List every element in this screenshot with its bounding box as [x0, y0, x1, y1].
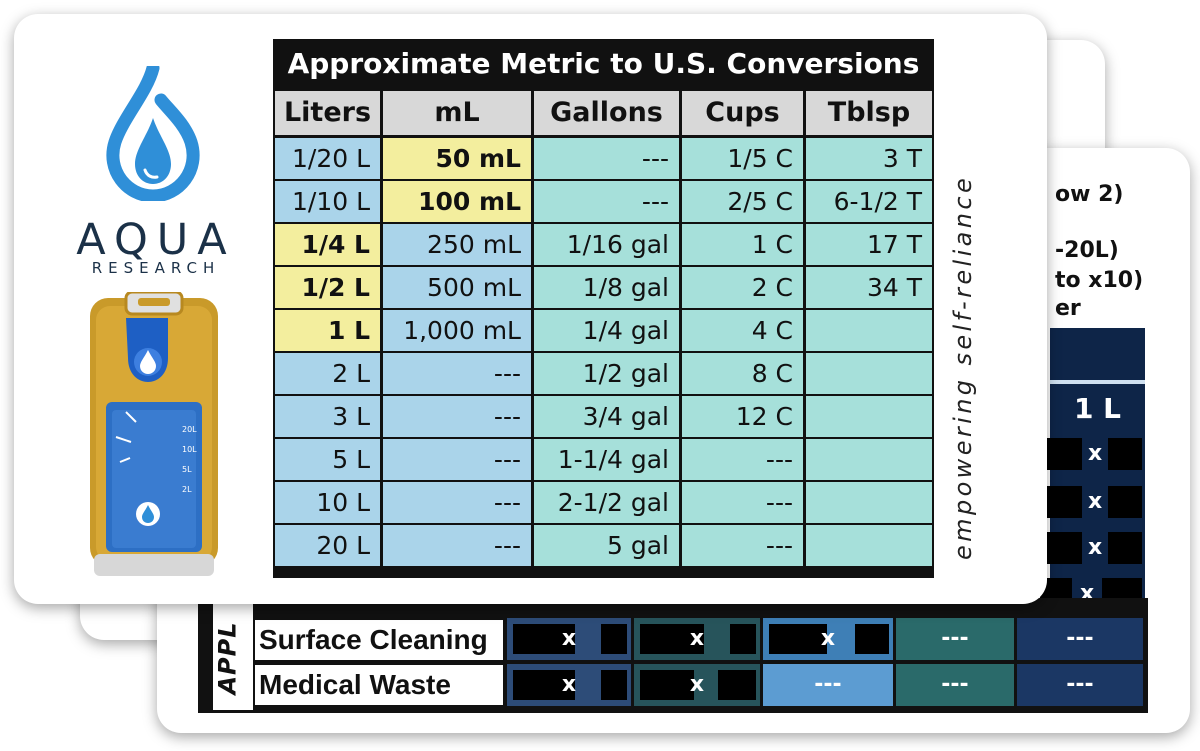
svg-text:10L: 10L	[182, 445, 197, 454]
table-cell: 12 C	[682, 396, 803, 437]
table-cell: 1/20 L	[275, 138, 380, 179]
table-cell: 250 mL	[383, 224, 531, 265]
back-note-1: ow 2)	[1055, 182, 1124, 207]
table-cell: 2-1/2 gal	[534, 482, 679, 523]
table-cell: 1/8 gal	[534, 267, 679, 308]
cell: ---	[1017, 664, 1143, 706]
table-cell: 3 L	[275, 396, 380, 437]
table-cell: ---	[534, 181, 679, 222]
back-mark-row: x	[1040, 484, 1146, 520]
table-cell: 50 mL	[383, 138, 531, 179]
brand-name: AQUA	[76, 215, 236, 265]
back-mark-row: x	[1040, 436, 1146, 472]
table-cell: 1-1/4 gal	[534, 439, 679, 480]
mark-x: x	[1088, 489, 1103, 514]
application-side-label: APPL	[213, 600, 253, 710]
table-cell: 1/2 L	[275, 267, 380, 308]
table-cell: 1/5 C	[682, 138, 803, 179]
header-gallons: Gallons	[534, 91, 679, 135]
table-title: Approximate Metric to U.S. Conversions	[287, 47, 920, 80]
dark-column-value: 1 L	[1073, 392, 1122, 425]
table-cell: 3/4 gal	[534, 396, 679, 437]
table-cell: 17 T	[806, 224, 932, 265]
table-cell	[806, 482, 932, 523]
table-cell: ---	[383, 353, 531, 394]
cell: x	[763, 618, 893, 660]
table-cell: 2 C	[682, 267, 803, 308]
table-cell: 2/5 C	[682, 181, 803, 222]
purifier-device-icon: 20L 10L 5L 2L	[90, 292, 218, 576]
table-cell: ---	[682, 482, 803, 523]
table-cell: ---	[534, 138, 679, 179]
table-cell	[806, 396, 932, 437]
table-cell	[806, 310, 932, 351]
table-cell: 2 L	[275, 353, 380, 394]
mark-x: x	[1088, 535, 1103, 560]
table-cell: 10 L	[275, 482, 380, 523]
table-cell: 20 L	[275, 525, 380, 566]
svg-text:2L: 2L	[182, 485, 192, 494]
table-cell	[806, 525, 932, 566]
back-note-4: er	[1055, 296, 1081, 321]
table-cell: 1 C	[682, 224, 803, 265]
table-cell: 5 gal	[534, 525, 679, 566]
table-cell: 1/4 L	[275, 224, 380, 265]
table-cell: 1 L	[275, 310, 380, 351]
table-cell: ---	[682, 439, 803, 480]
table-cell: 8 C	[682, 353, 803, 394]
table-cell: 1/4 gal	[534, 310, 679, 351]
table-cell: 1,000 mL	[383, 310, 531, 351]
table-cell: ---	[383, 482, 531, 523]
table-cell: 5 L	[275, 439, 380, 480]
table-cell: 3 T	[806, 138, 932, 179]
cell: x	[634, 664, 760, 706]
table-cell: ---	[383, 439, 531, 480]
table-cell: 1/2 gal	[534, 353, 679, 394]
table-cell: 6-1/2 T	[806, 181, 932, 222]
table-cell: ---	[682, 525, 803, 566]
table-cell: 1/10 L	[275, 181, 380, 222]
back-note-2: -20L)	[1055, 238, 1119, 263]
table-cell: 1/16 gal	[534, 224, 679, 265]
back-mark-row: x	[1040, 530, 1146, 566]
back-note-3: to x10)	[1055, 268, 1144, 293]
table-cell: 34 T	[806, 267, 932, 308]
table-cell: ---	[383, 396, 531, 437]
tagline: empowering self-reliance	[949, 174, 977, 560]
table-cell: 500 mL	[383, 267, 531, 308]
cell: ---	[896, 618, 1014, 660]
cell: ---	[1017, 618, 1143, 660]
cell: ---	[896, 664, 1014, 706]
row-label-medical-waste: Medical Waste	[255, 665, 503, 705]
row-label-surface-cleaning: Surface Cleaning	[255, 620, 503, 660]
svg-text:5L: 5L	[182, 465, 192, 474]
header-cups: Cups	[682, 91, 803, 135]
mark-x: x	[1088, 441, 1103, 466]
table-cell	[806, 353, 932, 394]
cell: x	[507, 664, 631, 706]
brand-subtitle: RESEARCH	[91, 259, 221, 277]
table-cell: 100 mL	[383, 181, 531, 222]
header-tblsp: Tblsp	[806, 91, 932, 135]
table-cell: ---	[383, 525, 531, 566]
header-liters: Liters	[275, 91, 380, 135]
svg-text:20L: 20L	[182, 425, 197, 434]
cell: x	[634, 618, 760, 660]
header-ml: mL	[383, 91, 531, 135]
table-cell: 4 C	[682, 310, 803, 351]
table-cell	[806, 439, 932, 480]
water-drop-icon	[106, 66, 200, 201]
divider	[1050, 380, 1145, 384]
cell: x	[507, 618, 631, 660]
cell: ---	[763, 664, 893, 706]
